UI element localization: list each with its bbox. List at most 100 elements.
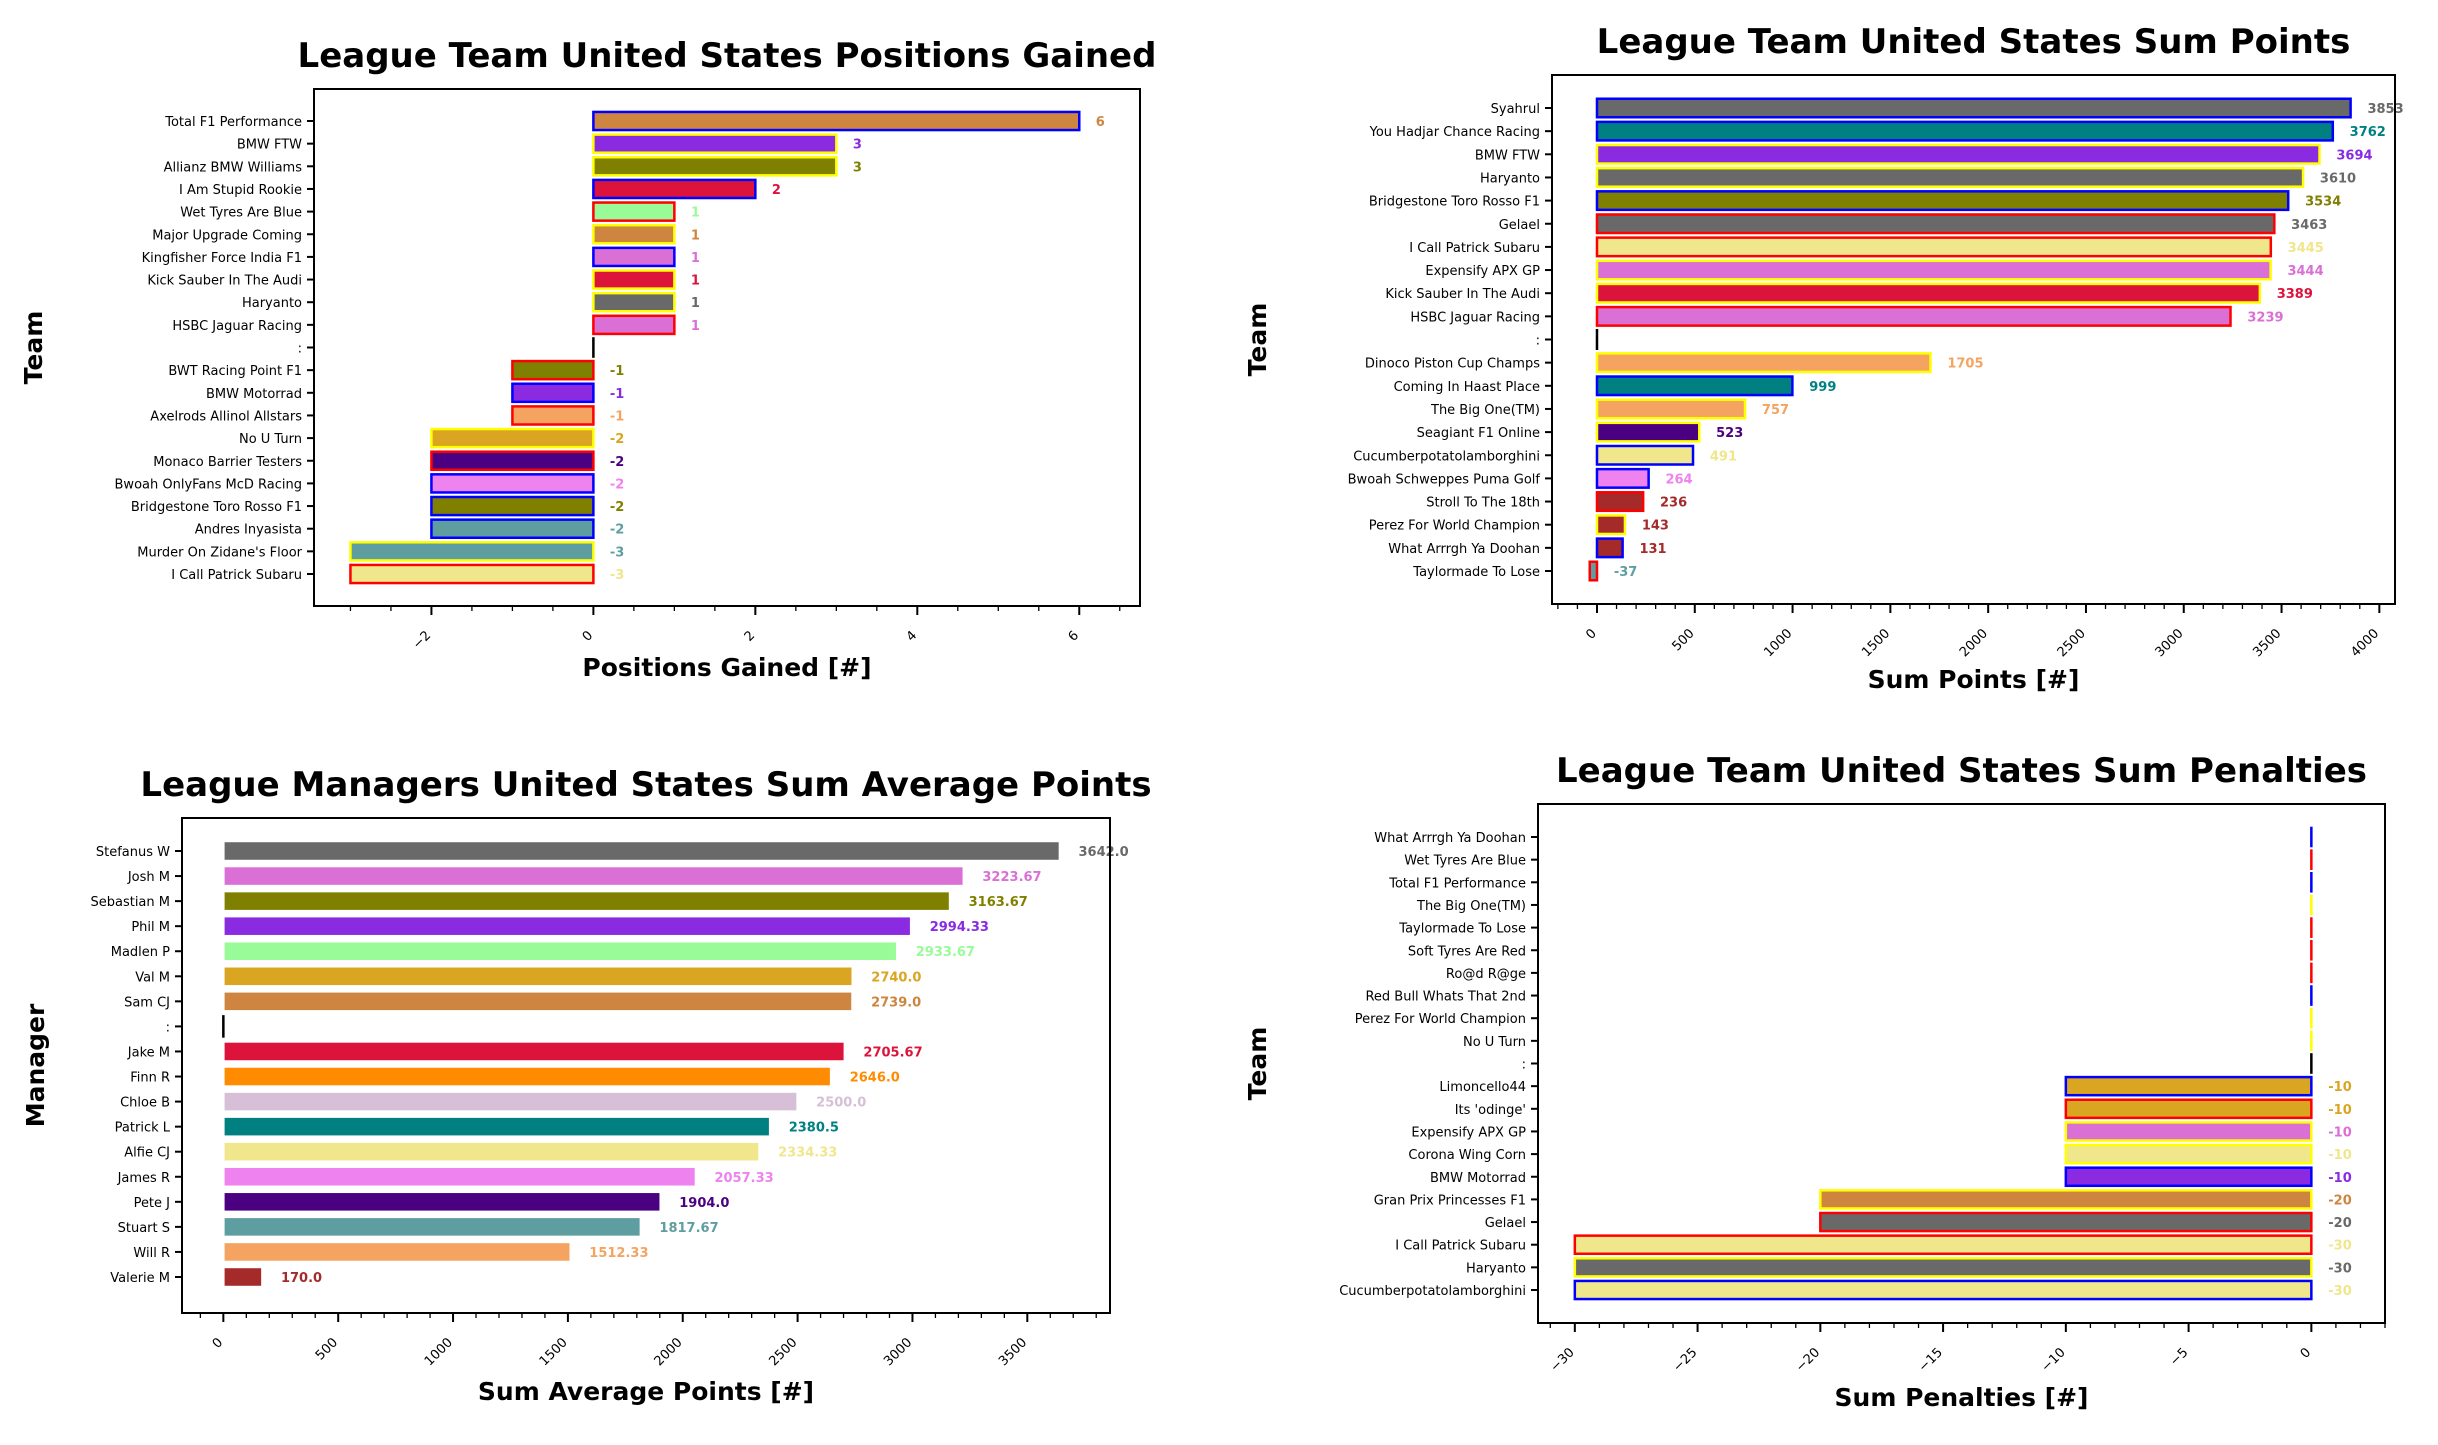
y-tick-label: Gelael	[1485, 1216, 1526, 1231]
x-tick-label: 1000	[422, 1335, 456, 1369]
y-tick-label: Haryanto	[242, 296, 302, 311]
bar-allianz-bmw-williams	[592, 155, 838, 177]
x-tick-label: 3500	[2250, 626, 2284, 660]
bar-stroll-to-the-18th	[1595, 491, 1645, 513]
x-tick-label: 6	[1066, 628, 1082, 644]
value-label: 3853	[2367, 102, 2403, 117]
bar-the-big-one-tm-	[1595, 398, 1747, 420]
value-label: -2	[610, 477, 624, 492]
value-label: -10	[2328, 1080, 2352, 1095]
y-tick-label: Stroll To The 18th	[1426, 496, 1540, 511]
bar-bmw-motorrad	[511, 382, 595, 404]
value-label: -2	[610, 500, 624, 515]
bar-kingfisher-force-india-f1	[592, 246, 676, 268]
value-label: 3642.0	[1078, 845, 1128, 860]
chart-title: League Team United States Sum Penalties	[1556, 751, 2367, 791]
y-tick-label: Pete J	[134, 1196, 170, 1211]
bar-sam-cj	[222, 990, 854, 1013]
y-tick-label: Chloe B	[120, 1096, 170, 1111]
value-label: 3163.67	[969, 895, 1028, 910]
bar-bwt-racing-point-f1	[511, 359, 595, 381]
bar-limoncello44	[2064, 1075, 2313, 1097]
bar-expensify-apx-gp	[2064, 1121, 2313, 1142]
value-label: 236	[1660, 496, 1687, 511]
value-label: 1	[691, 274, 700, 289]
plot-frame	[181, 817, 1111, 1314]
y-tick-label: Major Upgrade Coming	[152, 228, 302, 243]
x-tick-label: 3000	[2153, 626, 2187, 660]
y-tick-label: Valerie M	[110, 1271, 170, 1286]
bar-haryanto	[1573, 1257, 2313, 1278]
bar-kick-sauber-in-the-audi	[1595, 282, 2262, 304]
bar-cucumberpotatolamborghini	[1573, 1279, 2313, 1301]
y-tick-label: No U Turn	[1463, 1035, 1526, 1050]
y-tick-label: BMW Motorrad	[206, 387, 302, 402]
x-tick-label: 2500	[766, 1335, 800, 1369]
bar-murder-on-zidane-s-floor	[349, 541, 595, 562]
bar-cucumberpotatolamborghini	[1595, 444, 1695, 466]
value-label: 3389	[2277, 287, 2313, 302]
subplot-1: League Team United States Positions Gain…	[19, 36, 1156, 682]
y-tick-label: HSBC Jaguar Racing	[1410, 310, 1540, 325]
chart-title: League Team United States Sum Points	[1597, 22, 2351, 62]
x-tick-label: 0	[580, 628, 596, 644]
y-tick-label: I Am Stupid Rookie	[179, 183, 302, 198]
y-tick-label: I Call Patrick Subaru	[171, 568, 302, 583]
y-tick-label: Kingfisher Force India F1	[142, 251, 302, 266]
x-tick-label: 0	[2298, 1345, 2314, 1361]
y-tick-label: Cucumberpotatolamborghini	[1339, 1284, 1526, 1299]
bar-finn-r	[222, 1065, 833, 1088]
bar-syahrul	[1595, 97, 2352, 119]
x-tick-label: −20	[1793, 1345, 1823, 1375]
y-tick-label: Finn R	[130, 1071, 170, 1086]
y-tick-label: Coming In Haast Place	[1394, 380, 1540, 395]
y-tick-label: You Hadjar Chance Racing	[1369, 125, 1540, 140]
bar-phil-m	[222, 914, 913, 938]
bar-james-r	[222, 1165, 698, 1189]
y-tick-label: :	[1536, 334, 1540, 349]
bar-coming-in-haast-place	[1595, 375, 1794, 397]
bar-valerie-m	[222, 1265, 264, 1289]
y-tick-label: Will R	[133, 1246, 170, 1261]
x-tick-label: 2000	[652, 1335, 686, 1369]
value-label: -1	[610, 364, 624, 379]
y-tick-label: Taylormade To Lose	[1412, 565, 1540, 580]
value-label: 1	[691, 228, 700, 243]
bar-will-r	[222, 1240, 572, 1264]
y-tick-label: No U Turn	[239, 432, 302, 447]
y-tick-label: James R	[117, 1171, 170, 1186]
x-tick-label: 1500	[537, 1335, 571, 1369]
y-axis-label: Team	[19, 311, 48, 385]
bar-seagiant-f1-online	[1595, 421, 1701, 443]
y-tick-label: Stuart S	[118, 1221, 170, 1236]
y-tick-label: Sam CJ	[124, 995, 170, 1010]
x-tick-label: 4000	[2348, 626, 2382, 660]
y-tick-label: What Arrrgh Ya Doohan	[1374, 831, 1526, 846]
value-label: -30	[2328, 1239, 2352, 1254]
value-label: 2739.0	[871, 995, 921, 1010]
value-label: 1	[691, 319, 700, 334]
y-tick-label: The Big One(TM)	[1430, 403, 1540, 418]
x-tick-label: 2	[742, 628, 758, 644]
bar-bridgestone-toro-rosso-f1	[430, 495, 595, 517]
value-label: -20	[2328, 1193, 2352, 1208]
bar-bmw-ftw	[1595, 143, 2321, 165]
value-label: 264	[1665, 472, 1692, 487]
y-tick-label: Bridgestone Toro Rosso F1	[131, 500, 302, 515]
bar-you-hadjar-chance-racing	[1595, 120, 2335, 142]
x-tick-label: −15	[1916, 1345, 1946, 1375]
bar-perez-for-world-champion	[1595, 514, 1627, 536]
x-tick-label: 3000	[881, 1335, 915, 1369]
value-label: 2705.67	[863, 1045, 922, 1060]
value-label: -2	[610, 432, 624, 447]
x-tick-label: −2	[410, 628, 434, 652]
bar-josh-m	[222, 864, 966, 888]
bar-corona-wing-corn	[2064, 1143, 2313, 1165]
x-axis-label: Sum Penalties [#]	[1835, 1383, 2089, 1412]
value-label: 2380.5	[789, 1121, 839, 1136]
value-label: -1	[610, 387, 624, 402]
x-tick-label: 4	[904, 628, 920, 644]
value-label: -10	[2328, 1148, 2352, 1163]
bar-no-u-turn	[430, 427, 595, 449]
